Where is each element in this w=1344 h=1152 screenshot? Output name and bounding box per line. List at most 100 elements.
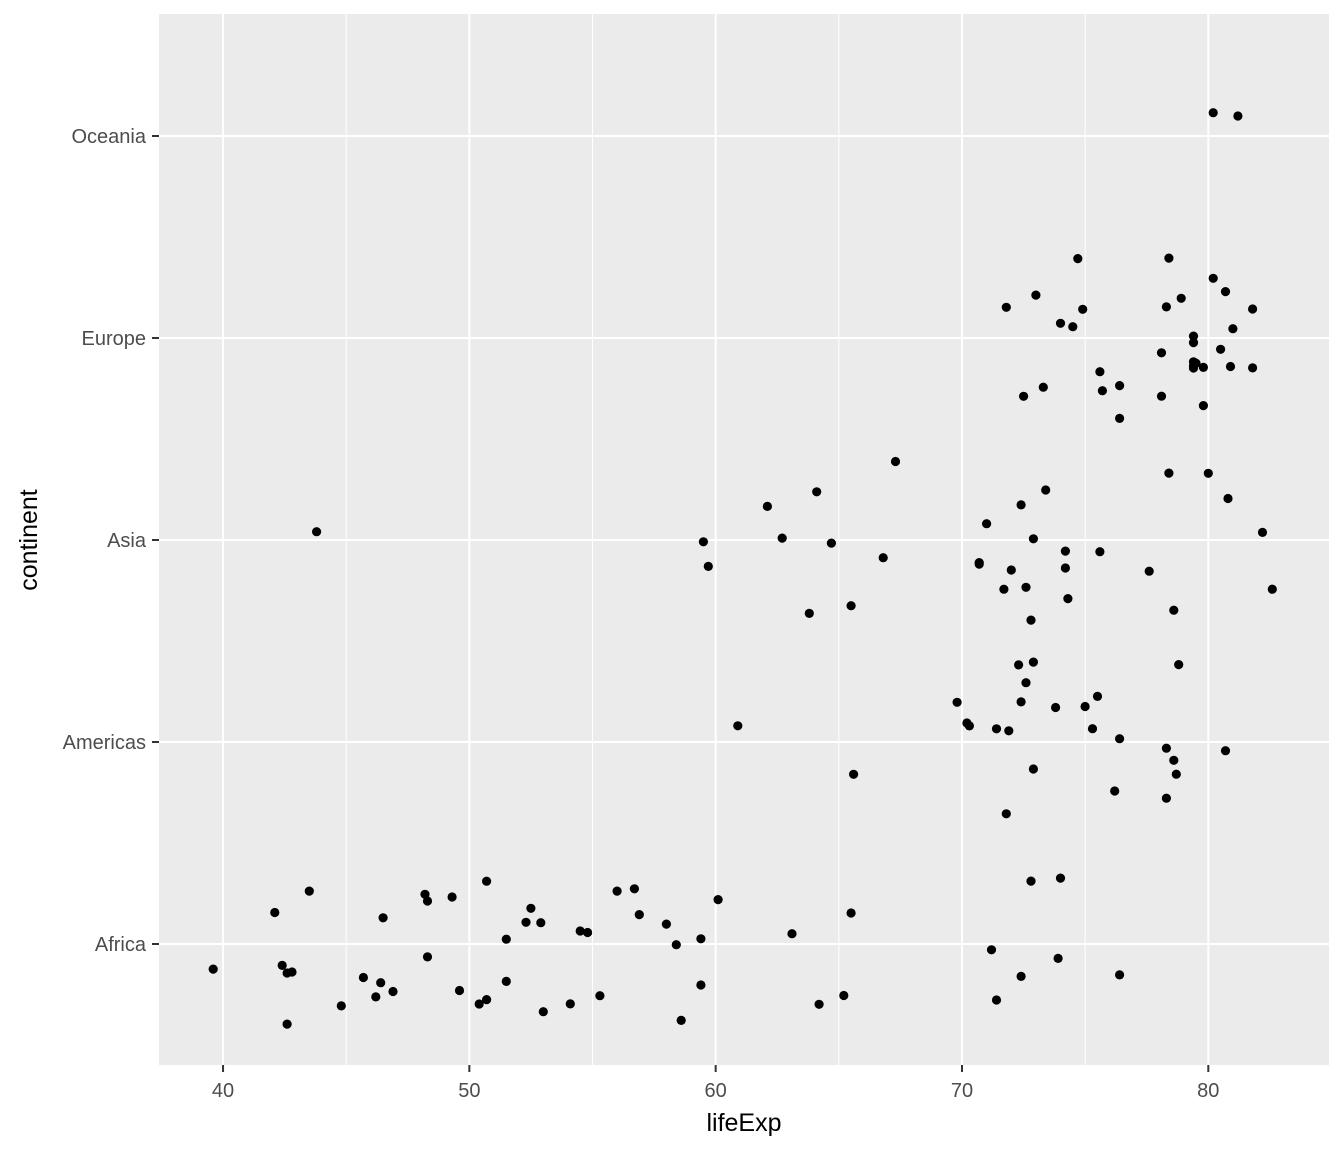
data-point-africa xyxy=(536,918,546,928)
data-point-asia xyxy=(1041,485,1051,495)
data-point-americas xyxy=(1171,769,1181,779)
data-point-asia xyxy=(826,538,837,548)
data-point-europe xyxy=(1068,322,1078,332)
data-point-africa xyxy=(634,910,644,920)
data-point-americas xyxy=(1004,726,1014,736)
data-point-asia xyxy=(1267,584,1277,594)
data-point-americas xyxy=(964,721,975,731)
data-point-africa xyxy=(277,960,287,971)
data-point-africa xyxy=(814,999,824,1009)
data-point-europe xyxy=(1176,293,1186,303)
y-tick-label: Europe xyxy=(82,328,147,350)
data-point-africa xyxy=(208,964,218,974)
data-point-americas xyxy=(1080,701,1090,712)
data-point-africa xyxy=(1016,971,1026,982)
data-point-europe xyxy=(1078,304,1088,314)
data-point-africa xyxy=(482,876,492,886)
data-point-africa xyxy=(422,952,433,962)
axis-ticks: 40 50 60 70 80 Africa Americas Asia Europe Oceani… xyxy=(63,126,1220,1102)
data-point-africa xyxy=(991,995,1002,1005)
data-point-americas xyxy=(1174,660,1184,670)
data-point-europe xyxy=(1164,253,1174,263)
data-point-africa xyxy=(447,892,457,902)
data-point-europe xyxy=(1208,273,1218,283)
y-tick-label: Africa xyxy=(95,934,147,956)
data-point-africa xyxy=(521,917,531,927)
data-point-europe xyxy=(1228,324,1238,334)
data-point-africa xyxy=(846,908,856,918)
x-tick-label: 70 xyxy=(951,1080,973,1102)
data-point-europe xyxy=(1095,367,1105,377)
data-point-europe xyxy=(1220,287,1231,297)
data-point-asia xyxy=(1021,582,1031,592)
data-point-europe xyxy=(1097,386,1107,396)
data-point-americas xyxy=(1001,809,1011,819)
data-point-americas xyxy=(1028,657,1038,667)
data-point-africa xyxy=(696,980,706,990)
data-point-africa xyxy=(583,927,593,938)
data-point-africa xyxy=(371,992,381,1002)
data-point-americas xyxy=(1220,746,1231,756)
data-point-africa xyxy=(538,1007,548,1017)
data-point-americas xyxy=(1028,764,1038,774)
data-point-asia xyxy=(312,527,322,537)
data-point-asia xyxy=(1063,594,1073,604)
data-point-europe xyxy=(1156,348,1167,358)
data-point-africa xyxy=(336,1001,346,1011)
data-point-europe xyxy=(1019,391,1029,401)
y-tick-label: Asia xyxy=(107,530,147,552)
data-point-asia xyxy=(1060,563,1070,573)
data-point-africa xyxy=(282,1019,292,1029)
data-point-europe xyxy=(1161,302,1171,312)
data-point-africa xyxy=(378,913,388,923)
data-point-europe xyxy=(1198,362,1208,372)
data-point-asia xyxy=(1164,468,1174,478)
data-point-asia xyxy=(1095,547,1105,557)
data-point-africa xyxy=(575,926,585,936)
grid xyxy=(159,14,1329,1065)
data-point-africa xyxy=(1115,970,1125,980)
data-point-europe xyxy=(1225,361,1236,372)
data-point-asia xyxy=(878,553,888,563)
data-point-asia xyxy=(1223,493,1233,504)
data-point-africa xyxy=(661,919,672,929)
data-point-americas xyxy=(991,724,1002,734)
data-point-americas xyxy=(1169,755,1179,765)
data-point-oceania xyxy=(1233,111,1243,121)
data-point-africa xyxy=(482,995,492,1005)
data-point-europe xyxy=(1248,363,1258,373)
data-point-europe xyxy=(1055,318,1066,328)
data-point-asia xyxy=(1006,565,1016,575)
data-point-asia xyxy=(1060,546,1070,556)
data-point-asia xyxy=(846,601,856,611)
data-point-europe xyxy=(1115,381,1125,391)
data-points xyxy=(208,108,1277,1029)
data-point-americas xyxy=(952,697,962,707)
data-point-europe xyxy=(1191,358,1201,368)
data-point-europe xyxy=(1198,401,1208,411)
data-point-europe xyxy=(1115,413,1125,423)
data-point-americas xyxy=(1016,697,1026,707)
data-point-europe xyxy=(1248,304,1258,314)
data-point-asia xyxy=(982,519,992,529)
data-point-africa xyxy=(501,976,511,987)
data-point-europe xyxy=(1188,338,1199,348)
data-point-europe xyxy=(1031,290,1041,300)
data-point-americas xyxy=(1161,743,1171,753)
data-point-africa xyxy=(1055,873,1066,883)
data-point-asia xyxy=(1144,566,1154,576)
data-point-africa xyxy=(304,886,314,896)
data-point-americas xyxy=(1021,678,1031,688)
data-point-africa xyxy=(501,934,511,944)
data-point-africa xyxy=(1053,953,1063,964)
data-point-africa xyxy=(376,978,386,988)
data-point-americas xyxy=(1110,786,1120,796)
data-point-asia xyxy=(812,487,822,497)
data-point-africa xyxy=(474,999,484,1009)
data-point-americas xyxy=(1014,660,1024,670)
data-point-americas xyxy=(1051,702,1061,713)
y-tick-label: Americas xyxy=(63,732,146,754)
data-point-europe xyxy=(1216,344,1226,354)
x-tick-label: 50 xyxy=(458,1080,480,1102)
